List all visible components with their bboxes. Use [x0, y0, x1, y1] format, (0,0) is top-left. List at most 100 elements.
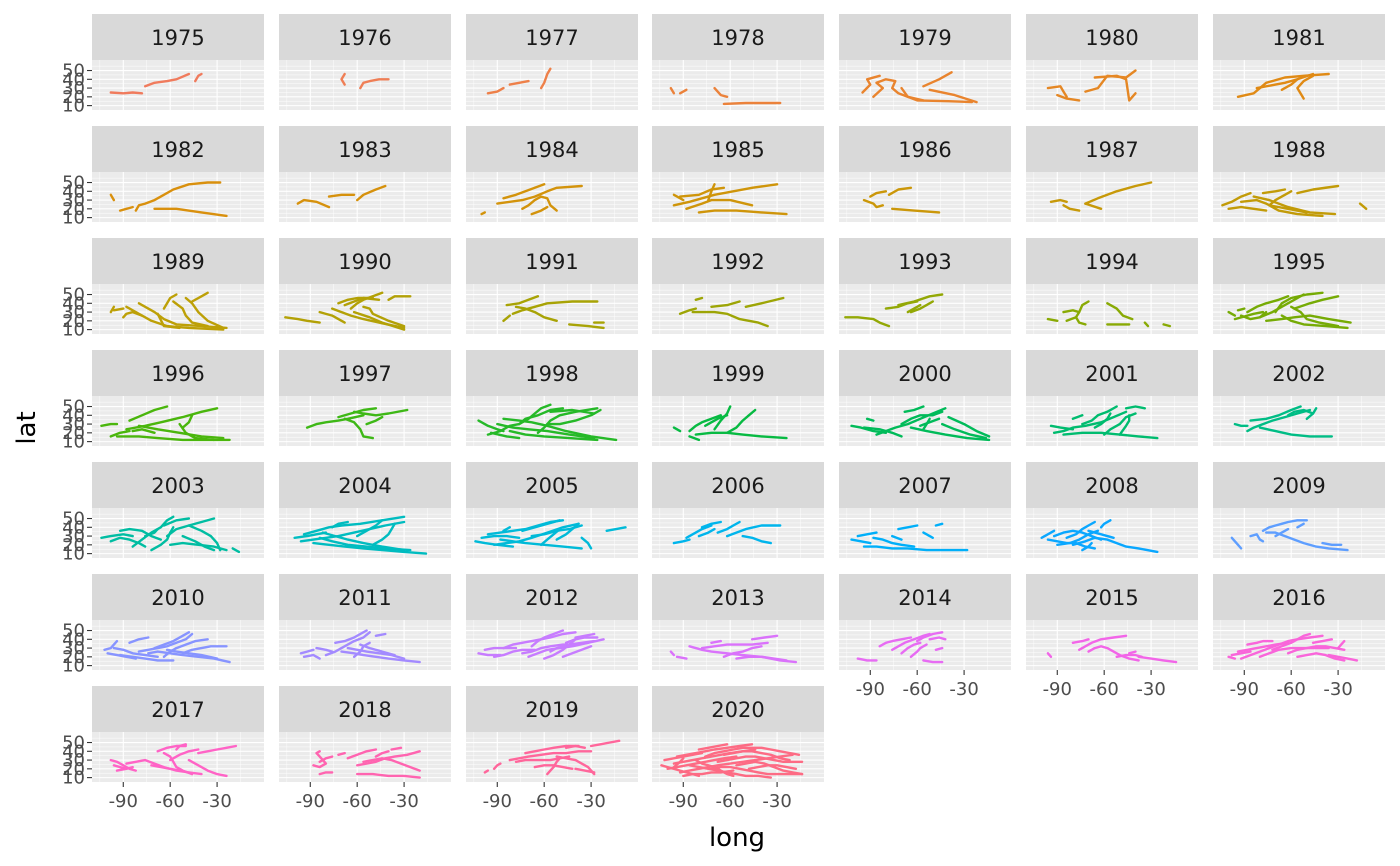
facet-panel: 1983 [279, 126, 451, 222]
y-tick-label: 10 [62, 320, 85, 341]
facet-strip [652, 462, 824, 508]
storm-track [903, 405, 925, 413]
storm-track [1286, 408, 1315, 417]
facet-plot-area [1026, 172, 1198, 222]
storm-track [900, 641, 922, 655]
storm-track [1336, 639, 1346, 650]
facet-panel: 1991 [466, 238, 638, 334]
facet-panel: 2013 [652, 574, 824, 670]
storm-track [922, 71, 953, 88]
storm-track [875, 407, 947, 436]
storm-track [1274, 527, 1290, 538]
facet-strip [92, 462, 264, 508]
facet-panel: 2020 -90 -60 -30 [652, 686, 824, 812]
storm-track [941, 422, 988, 440]
storm-track [1289, 305, 1340, 328]
storm-track [190, 291, 209, 303]
facet-strip-label: 1990 [338, 250, 391, 274]
storm-track [318, 310, 346, 324]
storm-track [865, 417, 875, 422]
storm-track [1296, 184, 1340, 195]
x-tick-label: -90 [483, 791, 512, 812]
x-tick-label: -60 [902, 679, 931, 700]
storm-track [115, 765, 134, 772]
storm-track [109, 536, 147, 548]
y-tick-label: 40 [62, 405, 85, 426]
facet-strip-label: 1977 [525, 26, 578, 50]
facet-strip-label: 1999 [711, 362, 764, 386]
facet-strip-label: 1981 [1272, 26, 1325, 50]
storm-track [346, 748, 378, 760]
storm-track [356, 184, 387, 202]
storm-track [1249, 405, 1302, 422]
storm-track [564, 636, 599, 644]
storm-track [496, 422, 596, 440]
storm-track [685, 198, 754, 211]
facet-strip-label: 2003 [151, 474, 204, 498]
storm-track [1093, 74, 1137, 102]
storm-track [672, 193, 685, 202]
storm-track [891, 632, 931, 651]
y-tick-label: 50 [62, 621, 85, 642]
facet-strip [652, 574, 824, 620]
storm-track [580, 536, 593, 550]
storm-track [1071, 536, 1159, 554]
storm-track [352, 310, 406, 331]
storm-track [1065, 300, 1090, 322]
storm-track [1062, 309, 1081, 314]
facet-strip-label: 2012 [525, 586, 578, 610]
storm-track [387, 295, 412, 301]
storm-track [231, 547, 241, 554]
facet-strip-label: 2017 [151, 698, 204, 722]
facet-strip [1213, 14, 1385, 60]
storm-track [1246, 408, 1312, 433]
storm-track [474, 540, 515, 548]
facet-strip [92, 350, 264, 396]
y-tick-label: 30 [62, 414, 85, 435]
storm-track [1246, 639, 1274, 646]
y-tick-label: 50 [62, 285, 85, 306]
y-tick-label: 10 [62, 544, 85, 565]
facet-strip-label: 2018 [338, 698, 391, 722]
storm-track [352, 641, 371, 658]
storm-track [502, 526, 511, 532]
facet-panel: 2011 [279, 574, 451, 670]
storm-track [725, 524, 782, 538]
facet-plot-area [466, 732, 638, 782]
storm-track [109, 429, 131, 438]
storm-track [118, 205, 134, 212]
storm-track [293, 531, 328, 539]
facet-strip [466, 350, 638, 396]
x-tick-label: -60 [155, 791, 184, 812]
facet-strip [92, 574, 264, 620]
storm-track [530, 629, 565, 648]
storm-track [1099, 519, 1112, 529]
storm-track [315, 646, 334, 653]
storm-track [1261, 188, 1287, 195]
facet-strip-label: 2020 [711, 698, 764, 722]
storm-track [125, 305, 225, 331]
y-tick-label: 20 [62, 199, 85, 220]
y-tick-label: 50 [62, 61, 85, 82]
storm-track [162, 517, 191, 527]
facet-panel: 1986 [839, 126, 1011, 222]
storm-track [1077, 634, 1128, 651]
storm-track [502, 183, 546, 200]
storm-track [872, 536, 916, 548]
storm-track [1233, 310, 1265, 321]
storm-track [318, 755, 334, 763]
storm-track [856, 657, 878, 662]
storm-track [1230, 536, 1243, 550]
y-tick-label: 50 [62, 733, 85, 754]
y-tick-label: 30 [62, 750, 85, 771]
storm-track [1311, 638, 1334, 644]
storm-track [150, 526, 175, 552]
facet-panel: 1985 [652, 126, 824, 222]
storm-track [480, 211, 486, 216]
facet-strip [1213, 126, 1385, 172]
storm-track [492, 762, 502, 770]
storm-track [118, 653, 175, 662]
storm-track [187, 524, 222, 552]
storm-track [371, 522, 396, 546]
